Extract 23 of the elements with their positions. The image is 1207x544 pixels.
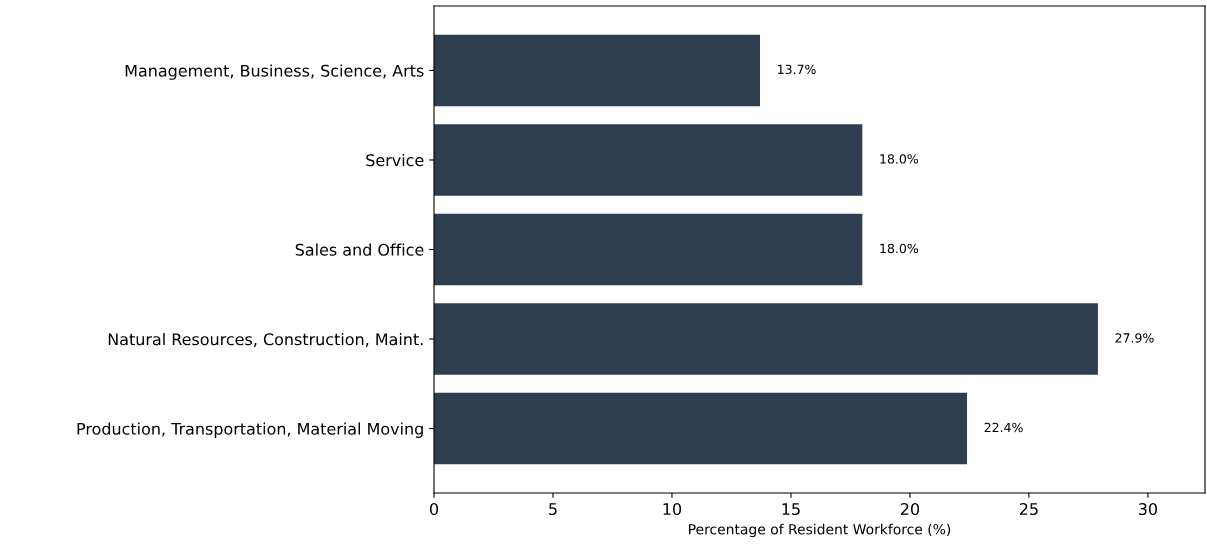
x-axis-title: Percentage of Resident Workforce (%)	[689, 523, 951, 538]
bar	[434, 34, 761, 107]
bar	[434, 392, 968, 465]
bar	[434, 213, 863, 286]
x-tick-label: 15	[782, 503, 800, 516]
y-tick-label: Sales and Office	[295, 243, 424, 256]
bar	[434, 124, 863, 196]
y-tick-label: Natural Resources, Construction, Maint.	[108, 332, 423, 347]
data-label: 13.7%	[778, 64, 816, 75]
x-tick-label: 10	[663, 503, 682, 516]
data-label: 22.4%	[984, 422, 1023, 433]
x-tick-label: 5	[549, 503, 557, 516]
data-label: 27.9%	[1115, 333, 1154, 343]
data-label: 18.0%	[880, 243, 919, 254]
y-tick-label: Service	[366, 153, 424, 167]
bar	[434, 303, 1098, 375]
x-tick-label: 25	[1019, 503, 1038, 516]
x-tick-label: 20	[900, 503, 920, 516]
x-tick-label: 30	[1138, 503, 1157, 516]
y-tick-label: Management, Business, Science, Arts	[125, 64, 424, 80]
x-tick-label: 0	[429, 503, 439, 516]
data-label: 18.0%	[880, 154, 919, 164]
y-tick-label: Production, Transportation, Material Moving	[77, 422, 423, 438]
